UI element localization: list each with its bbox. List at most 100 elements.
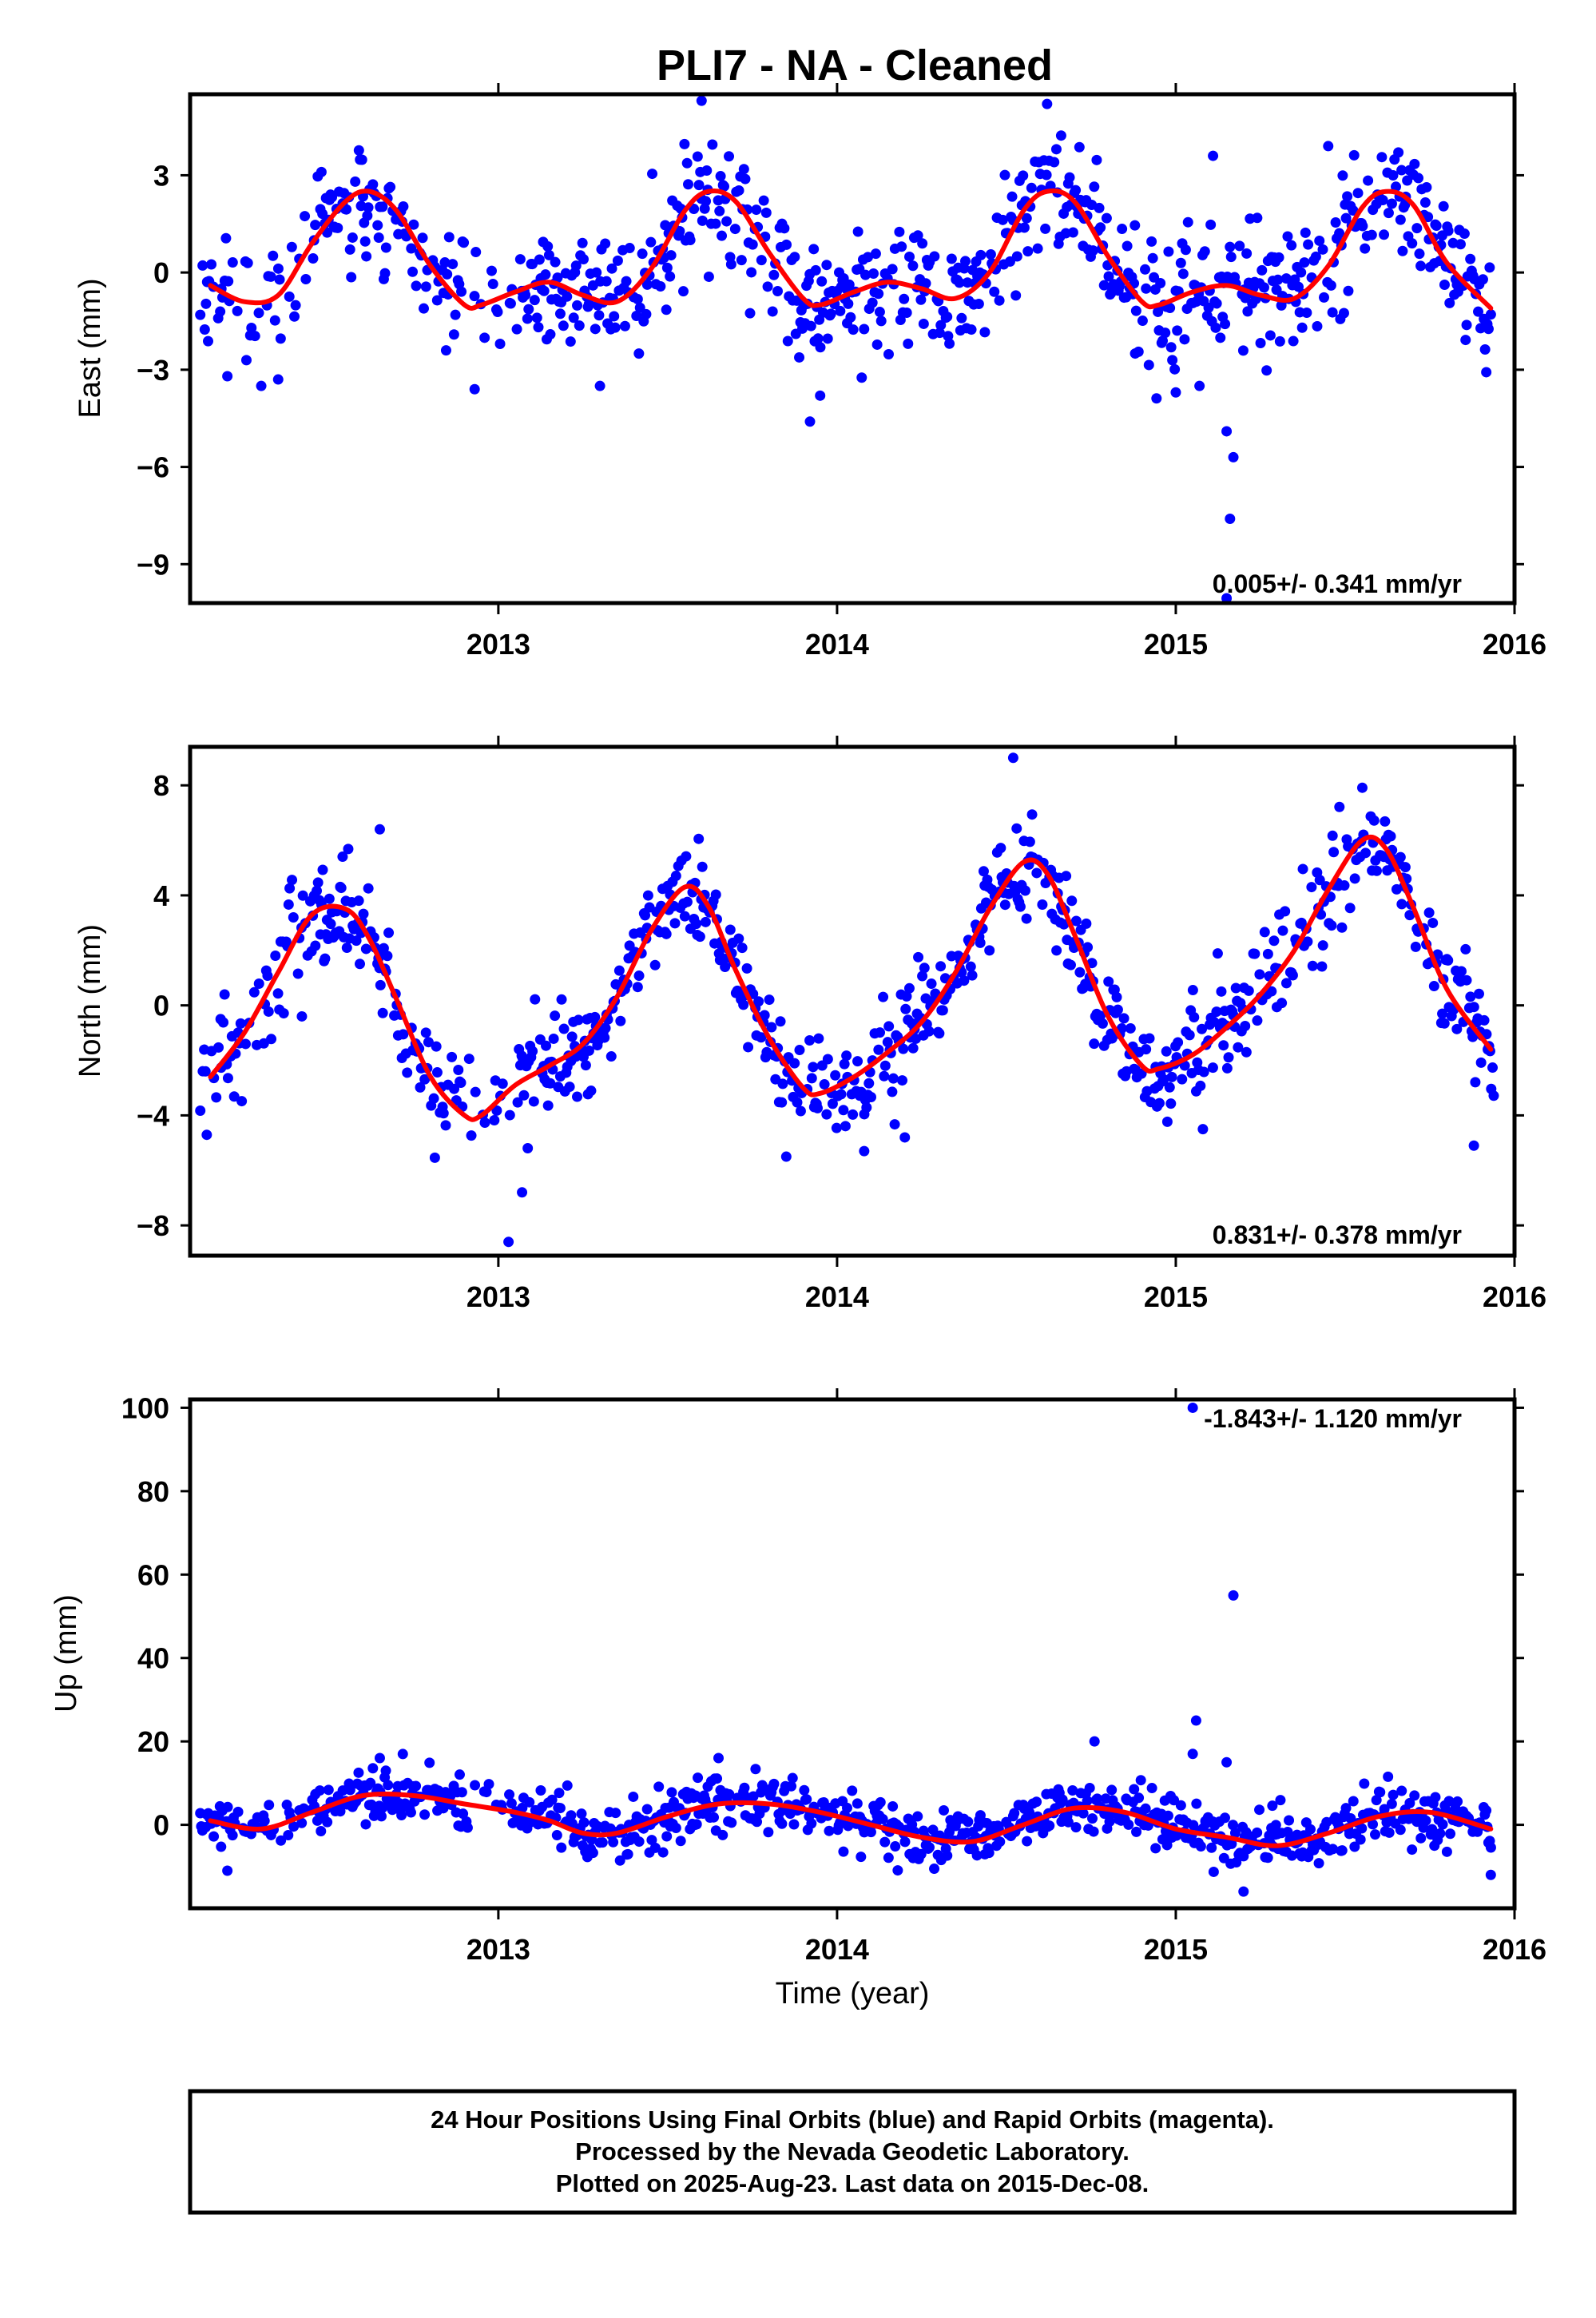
data-point [615,1015,626,1026]
data-point [697,861,708,872]
data-point [887,1086,898,1097]
data-point [875,316,887,327]
data-point [1455,966,1467,977]
data-point [1488,1090,1499,1101]
data-point [396,1810,407,1821]
data-point [542,241,554,252]
data-point [470,247,482,258]
data-point [700,916,711,927]
data-point [897,1075,908,1086]
data-point [1241,1046,1252,1058]
data-point [740,173,751,185]
data-point [408,219,419,230]
data-point [554,1788,565,1799]
data-point [1230,982,1241,994]
data-point [535,1784,546,1796]
data-point-outlier [1221,426,1233,437]
data-point [325,919,336,930]
data-point [1103,271,1114,282]
data-point [989,286,1000,297]
data-point [1130,220,1141,231]
data-point [443,232,455,243]
data-point [681,157,693,169]
plot-frame-north [188,744,1517,1258]
data-point [248,986,260,998]
data-point [808,244,820,255]
x-tick-label-east: 2013 [466,628,530,661]
data-point [660,220,671,231]
data-point [894,226,905,237]
data-point [733,933,744,944]
data-point [856,1852,867,1863]
data-point [1242,306,1253,317]
data-point [760,207,772,218]
data-point [1065,959,1076,970]
data-point [363,202,374,213]
data-point [208,1831,220,1842]
data-point [917,970,928,982]
footer-box: 24 Hour Positions Using Final Orbits (bl… [188,2089,1517,2215]
y-axis-up: 100 80 60 40 20 0 [121,1391,1524,1842]
data-point [929,1864,940,1875]
data-point [787,1772,798,1784]
model-line-east [208,188,1494,311]
data-point [633,970,645,982]
data-point [1122,240,1133,252]
data-point-outlier [859,1145,870,1157]
data-point [1243,985,1254,996]
y-tick-label-north: −4 [137,1099,169,1132]
data-point [428,1093,439,1104]
data-point [1379,229,1390,240]
data-point [707,139,718,150]
data-point [219,989,230,1000]
data-point [1212,948,1223,959]
data-point [385,181,396,193]
data-point [1438,200,1449,212]
data-point [1026,182,1037,193]
data-point [1254,969,1265,980]
data-point [1206,1842,1217,1853]
data-point [288,1821,300,1832]
data-point [562,1780,573,1791]
data-point [693,833,705,844]
data-point [1225,252,1237,263]
data-point [562,291,573,302]
data-point [999,169,1010,181]
data-point [1427,1824,1438,1835]
data-point [1123,1819,1134,1830]
data-point [491,1105,502,1116]
data-point [613,965,625,976]
data-point [901,990,912,1002]
data-point [975,249,987,260]
data-point [253,978,264,989]
data-point [312,877,324,888]
data-point [1257,264,1268,276]
data-point [323,1784,334,1796]
data-point [1360,847,1372,859]
data-point [862,252,873,263]
data-point [454,1769,465,1780]
data-point [1064,172,1075,183]
y-tick-label-up: 80 [137,1475,169,1508]
data-point [356,154,367,165]
data-point [1095,222,1106,233]
data-point [531,312,542,323]
data-point [1179,334,1190,345]
data-point [1280,273,1292,284]
y-tick-label-north: −8 [137,1209,169,1242]
data-point [963,1816,974,1828]
data-point [481,1787,492,1798]
data-point [1026,809,1038,820]
data-point [1391,181,1402,193]
data-point [1349,1841,1360,1852]
data-point [504,1109,515,1121]
data-point [1395,851,1406,863]
data-point [1223,1052,1234,1063]
data-point-outlier [594,380,605,391]
data-point [830,1070,841,1081]
data-point [714,205,725,216]
data-point [407,266,419,277]
data-point-outlier [1225,514,1236,525]
data-point [450,309,461,320]
data-point [459,237,470,248]
